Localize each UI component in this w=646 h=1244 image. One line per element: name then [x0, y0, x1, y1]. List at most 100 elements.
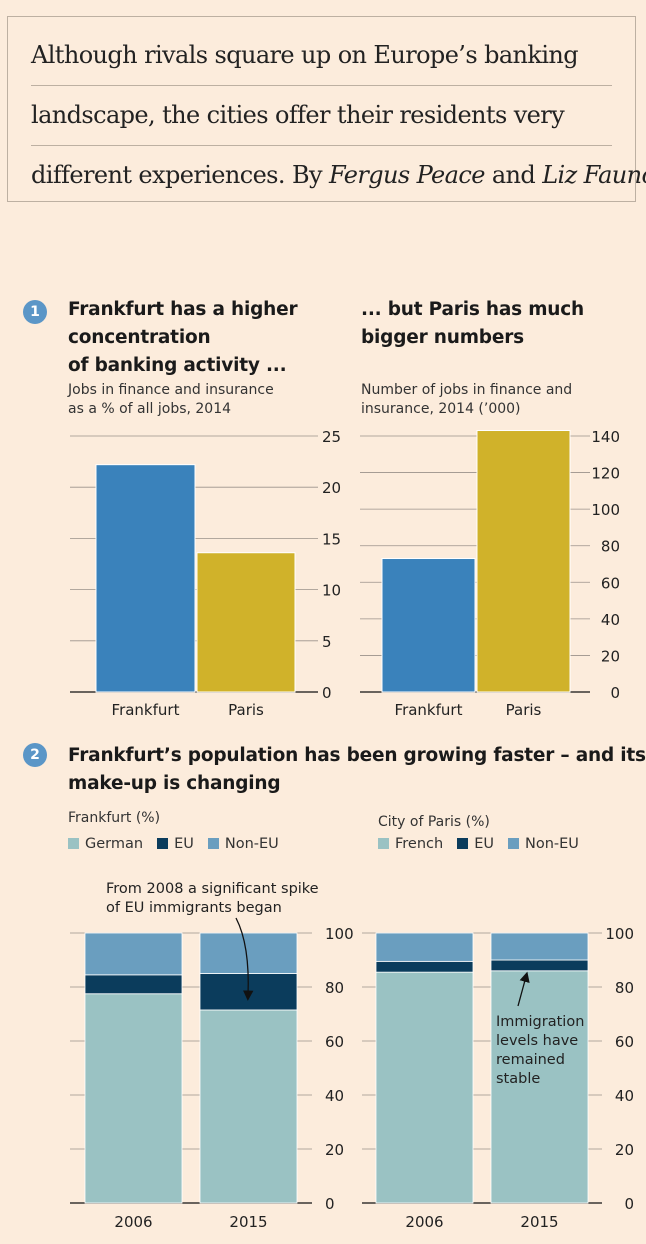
x-category-label: Paris	[506, 701, 542, 719]
annotation-text: remained	[496, 1052, 565, 1068]
annotation-text: levels have	[496, 1033, 578, 1049]
subtitle-line: insurance, 2014 (’000)	[361, 401, 521, 417]
annotation-text: From 2008 a significant spike	[106, 881, 319, 897]
subtitle-line: Number of jobs in finance and	[361, 382, 573, 398]
legend-item-non-eu: Non-EU	[507, 836, 579, 852]
title-line: Frankfurt’s population has been growing …	[68, 745, 646, 766]
bar-paris	[196, 552, 296, 693]
bar-segment-eu	[84, 974, 183, 995]
bar-segment-german	[199, 1009, 298, 1204]
y-tick-label: 100	[591, 501, 620, 519]
y-tick-label: 60	[325, 1033, 344, 1051]
annotation-text: stable	[496, 1071, 540, 1087]
y-tick-label: 25	[322, 428, 341, 446]
annotation-text: of EU immigrants began	[106, 900, 282, 916]
subtitle-line: Jobs in finance and insurance	[68, 382, 274, 398]
intro-text: and	[484, 161, 543, 189]
bar-frankfurt	[95, 464, 196, 693]
legend-swatch	[68, 838, 79, 849]
bar-segment-non-eu	[84, 932, 183, 976]
section-number-badge: 2	[23, 743, 47, 767]
legend-item-native: French	[378, 836, 443, 852]
legend-swatch	[378, 838, 389, 849]
x-category-label: Paris	[228, 701, 264, 719]
y-tick-label: 80	[601, 538, 620, 556]
annotation-arrow	[517, 971, 530, 1007]
bar-segment-french	[375, 971, 474, 1204]
frankfurt-legend: German EU Non-EU	[68, 836, 293, 852]
y-tick-label: 0	[624, 1195, 634, 1213]
y-tick-label: 60	[615, 1033, 634, 1051]
y-tick-label: 20	[325, 1141, 344, 1159]
x-category-label: 2015	[520, 1213, 558, 1231]
bar-segment-eu	[490, 959, 589, 972]
y-tick-label: 0	[325, 1195, 335, 1213]
legend-item-eu: EU	[157, 836, 194, 852]
title-line: ... but Paris has much	[361, 299, 584, 320]
y-tick-label: 20	[601, 647, 620, 665]
y-tick-label: 120	[591, 465, 620, 483]
bar-segment-non-eu	[490, 932, 589, 961]
title-line: make-up is changing	[68, 773, 281, 794]
legend-label: German	[85, 836, 144, 852]
author-name: Fergus Peace	[328, 161, 485, 189]
title-line: bigger numbers	[361, 327, 524, 348]
right-chart-title: ... but Paris has much bigger numbers	[361, 296, 584, 352]
bar-segment-eu	[375, 960, 474, 973]
legend-item-native: German	[68, 836, 143, 852]
legend-swatch	[157, 838, 169, 849]
y-tick-label: 40	[615, 1087, 634, 1105]
y-tick-label: 60	[601, 574, 620, 592]
legend-item-eu: EU	[457, 836, 494, 852]
y-tick-label: 40	[601, 611, 620, 629]
intro-text: different experiences. By	[31, 161, 329, 189]
annotation-arrow	[235, 917, 254, 1001]
y-tick-label: 40	[325, 1087, 344, 1105]
legend-swatch	[457, 838, 469, 849]
y-tick-label: 20	[615, 1141, 634, 1159]
y-tick-label: 140	[591, 428, 620, 446]
y-tick-label: 15	[322, 530, 341, 548]
y-tick-label: 100	[605, 925, 634, 943]
legend-swatch	[507, 838, 519, 849]
x-category-label: Frankfurt	[395, 701, 463, 719]
bar-segment-german	[84, 993, 183, 1204]
bar-frankfurt	[381, 558, 476, 693]
y-tick-label: 20	[322, 479, 341, 497]
x-category-label: 2006	[405, 1213, 443, 1231]
y-tick-label: 80	[615, 979, 634, 997]
title-line: concentration	[68, 327, 211, 348]
left-chart-title: Frankfurt has a higher concentration of …	[68, 296, 298, 380]
y-tick-label: 80	[325, 979, 344, 997]
section2-title: Frankfurt’s population has been growing …	[68, 742, 646, 798]
bar-segment-non-eu	[375, 932, 474, 962]
bar-segment-non-eu	[199, 932, 298, 974]
legend-swatch	[207, 838, 219, 849]
title-line: Frankfurt has a higher	[68, 299, 298, 320]
x-category-label: 2006	[114, 1213, 152, 1231]
y-tick-label: 100	[325, 925, 354, 943]
intro-line-1: Although rivals square up on Europe’s ba…	[31, 25, 612, 86]
paris-legend: French EU Non-EU	[378, 836, 593, 852]
frankfurt-chart-label: Frankfurt (%)	[68, 810, 161, 826]
annotation-text: Immigration	[496, 1014, 584, 1030]
x-category-label: 2015	[229, 1213, 267, 1231]
legend-label: Non-EU	[524, 836, 579, 852]
bar-segment-french	[490, 970, 589, 1204]
x-category-label: Frankfurt	[112, 701, 180, 719]
author-name: Liz Faunce	[542, 161, 646, 189]
left-chart-subtitle: Jobs in finance and insurance as a % of …	[68, 381, 274, 419]
bar-paris	[476, 430, 571, 693]
section-number-badge: 1	[23, 300, 47, 324]
paris-chart-label: City of Paris (%)	[378, 814, 490, 830]
legend-label: EU	[174, 836, 194, 852]
intro-line-3: different experiences. By Fergus Peace a…	[31, 145, 646, 205]
subtitle-line: as a % of all jobs, 2014	[68, 401, 232, 417]
legend-label: EU	[474, 836, 494, 852]
title-line: of banking activity ...	[68, 355, 287, 376]
legend-item-non-eu: Non-EU	[207, 836, 279, 852]
y-tick-label: 0	[322, 684, 332, 702]
y-tick-label: 0	[610, 684, 620, 702]
legend-label: French	[395, 836, 444, 852]
